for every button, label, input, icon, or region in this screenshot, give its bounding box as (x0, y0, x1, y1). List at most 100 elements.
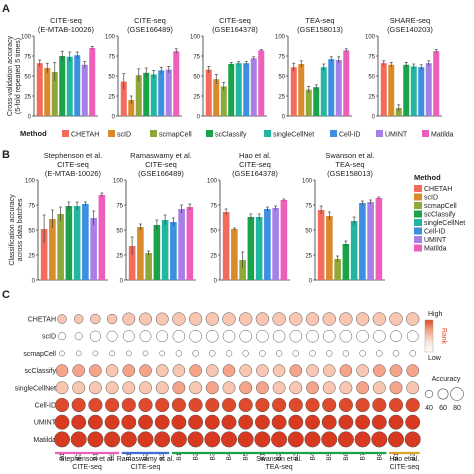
dot-umint-col-15 (288, 414, 304, 430)
bar-cell-id (264, 209, 271, 280)
dot-scmapcell-col-4 (109, 350, 115, 357)
dot-chetah-col-1 (57, 314, 67, 324)
bar-scclassify (403, 64, 410, 116)
dot-scmapcell-col-2 (75, 350, 82, 357)
dot-scid-col-20 (372, 329, 386, 343)
bar-matilda (343, 50, 350, 116)
bar-cell-id (359, 203, 366, 280)
dot-chetah-col-16 (305, 312, 320, 326)
dot-scclassify-col-19 (356, 364, 369, 377)
dot-chetah-col-14 (272, 312, 286, 326)
y-tick-label: 75 (368, 54, 375, 60)
dot-scclassify-col-16 (306, 364, 319, 377)
dot-matilda-col-2 (70, 431, 87, 448)
legend-a-label-umint: UMINT (385, 132, 408, 139)
dot-matilda-col-6 (137, 431, 154, 448)
y-tick-label: 0 (120, 278, 124, 284)
dot-scid-col-9 (189, 329, 202, 343)
bar-chart-3: CITE-seq(GSE164378) 0 25 50 75 100 (190, 16, 267, 120)
legend-b-swatch-scmapcell (414, 202, 422, 209)
rank-legend-colorbar (424, 319, 434, 353)
bar-scid (137, 227, 144, 280)
dot-singlecellnet-col-5 (122, 381, 136, 395)
bar-matilda (375, 198, 383, 280)
chart-title-line: (GSE164378) (212, 25, 258, 34)
bar-matilda (433, 51, 440, 117)
dot-scid-col-12 (239, 329, 253, 343)
dot-umint-col-11 (221, 414, 237, 430)
dot-cell-id-col-7 (155, 397, 170, 413)
dot-scid-col-15 (289, 329, 303, 343)
dot-chetah-col-20 (372, 312, 386, 326)
dot-matilda-col-5 (120, 431, 137, 448)
bar-scid (44, 68, 51, 116)
dot-umint-col-3 (87, 414, 103, 430)
y-tick-label: 100 (113, 178, 124, 184)
dot-scclassify-col-12 (239, 364, 253, 377)
row-label-singlecellnet: singleCellNet (15, 385, 56, 392)
bar-chart-4: TEA-seq(GSE158013) 0 25 50 75 100 (275, 16, 352, 120)
dot-scid-col-5 (122, 330, 135, 343)
dot-scclassify-col-15 (289, 364, 303, 377)
dot-matilda-col-16 (304, 431, 321, 448)
column-label: B1 (126, 452, 133, 460)
dot-chetah-col-6 (139, 312, 152, 326)
dot-cell-id-col-15 (288, 397, 303, 413)
dot-singlecellnet-col-4 (105, 381, 119, 395)
chart-title-line: (GSE166489) (138, 169, 184, 178)
dot-matilda-col-17 (321, 431, 338, 448)
legend-a-label-scmapcell: scmapCell (159, 132, 192, 139)
bar-chetah (205, 69, 212, 116)
dot-matilda-col-19 (354, 431, 371, 448)
dot-scid-col-21 (390, 330, 402, 343)
dot-chetah-col-2 (73, 314, 84, 324)
rank-legend-high: High (428, 311, 443, 318)
legend-a-swatch-singlecellnet (264, 130, 271, 137)
dot-scid-col-4 (106, 330, 118, 342)
chart-title-line: CITE-seq (239, 160, 271, 169)
legend-c: High Rank Low Accuracy 40 60 80 (424, 311, 464, 412)
bar-umint (90, 218, 97, 280)
chart-title-line: CITE-seq (50, 16, 82, 25)
dot-scmapcell-col-17 (325, 350, 333, 357)
dot-scclassify-col-10 (205, 364, 219, 377)
bar-matilda (280, 200, 288, 280)
chart-title-line: CITE-seq (145, 160, 177, 169)
dot-umint-col-1 (54, 414, 70, 430)
bar-chart-1: CITE-seq(E-MTAB-10026) 0 25 50 75 100 (21, 16, 98, 120)
dot-chetah-col-17 (322, 312, 336, 326)
row-label-scmapcell: scmapCell (23, 351, 56, 358)
y-axis-label-0: Cross-validation accuracy (7, 35, 14, 116)
dot-scmapcell-col-20 (376, 350, 383, 357)
bar-cell-id (243, 63, 250, 116)
dot-cell-id-col-6 (138, 397, 153, 413)
dot-chetah-col-9 (188, 312, 203, 326)
bar-singlecellnet (350, 221, 358, 280)
bar-chart-2: CITE-seq(GSE166489) 0 25 50 75 100 (105, 16, 182, 120)
dot-umint-col-10 (204, 414, 220, 430)
column-group-label-2: Ramaswamy et al. (117, 456, 175, 463)
bar-singlecellnet (73, 206, 81, 280)
row-label-matilda: Matilda (33, 437, 56, 444)
bar-scmapcell (51, 72, 58, 116)
dot-singlecellnet-col-7 (155, 381, 169, 395)
dot-cell-id-col-3 (88, 397, 103, 413)
column-label: B4 (226, 452, 233, 460)
y-tick-label: 0 (32, 278, 36, 284)
legend-b-label-matilda: Matilda (424, 246, 447, 253)
y-tick-label: 50 (278, 74, 285, 80)
y-tick-label: 75 (24, 54, 31, 60)
dot-umint-col-2 (71, 414, 87, 430)
y-tick-label: 75 (116, 203, 123, 209)
dot-scmapcell-col-12 (242, 350, 249, 357)
dot-matilda-col-11 (220, 431, 238, 448)
dot-scid-col-17 (322, 329, 336, 343)
y-tick-label: 25 (108, 94, 115, 100)
dot-chetah-col-12 (239, 312, 253, 326)
bar-scclassify (153, 225, 161, 280)
legend-a-label-matilda: Matilda (431, 132, 454, 139)
chart-title-line: Hao et al. (239, 151, 271, 160)
legend-b-swatch-scid (414, 193, 422, 201)
dot-umint-col-21 (388, 414, 404, 430)
y-tick-label: 25 (210, 253, 217, 259)
